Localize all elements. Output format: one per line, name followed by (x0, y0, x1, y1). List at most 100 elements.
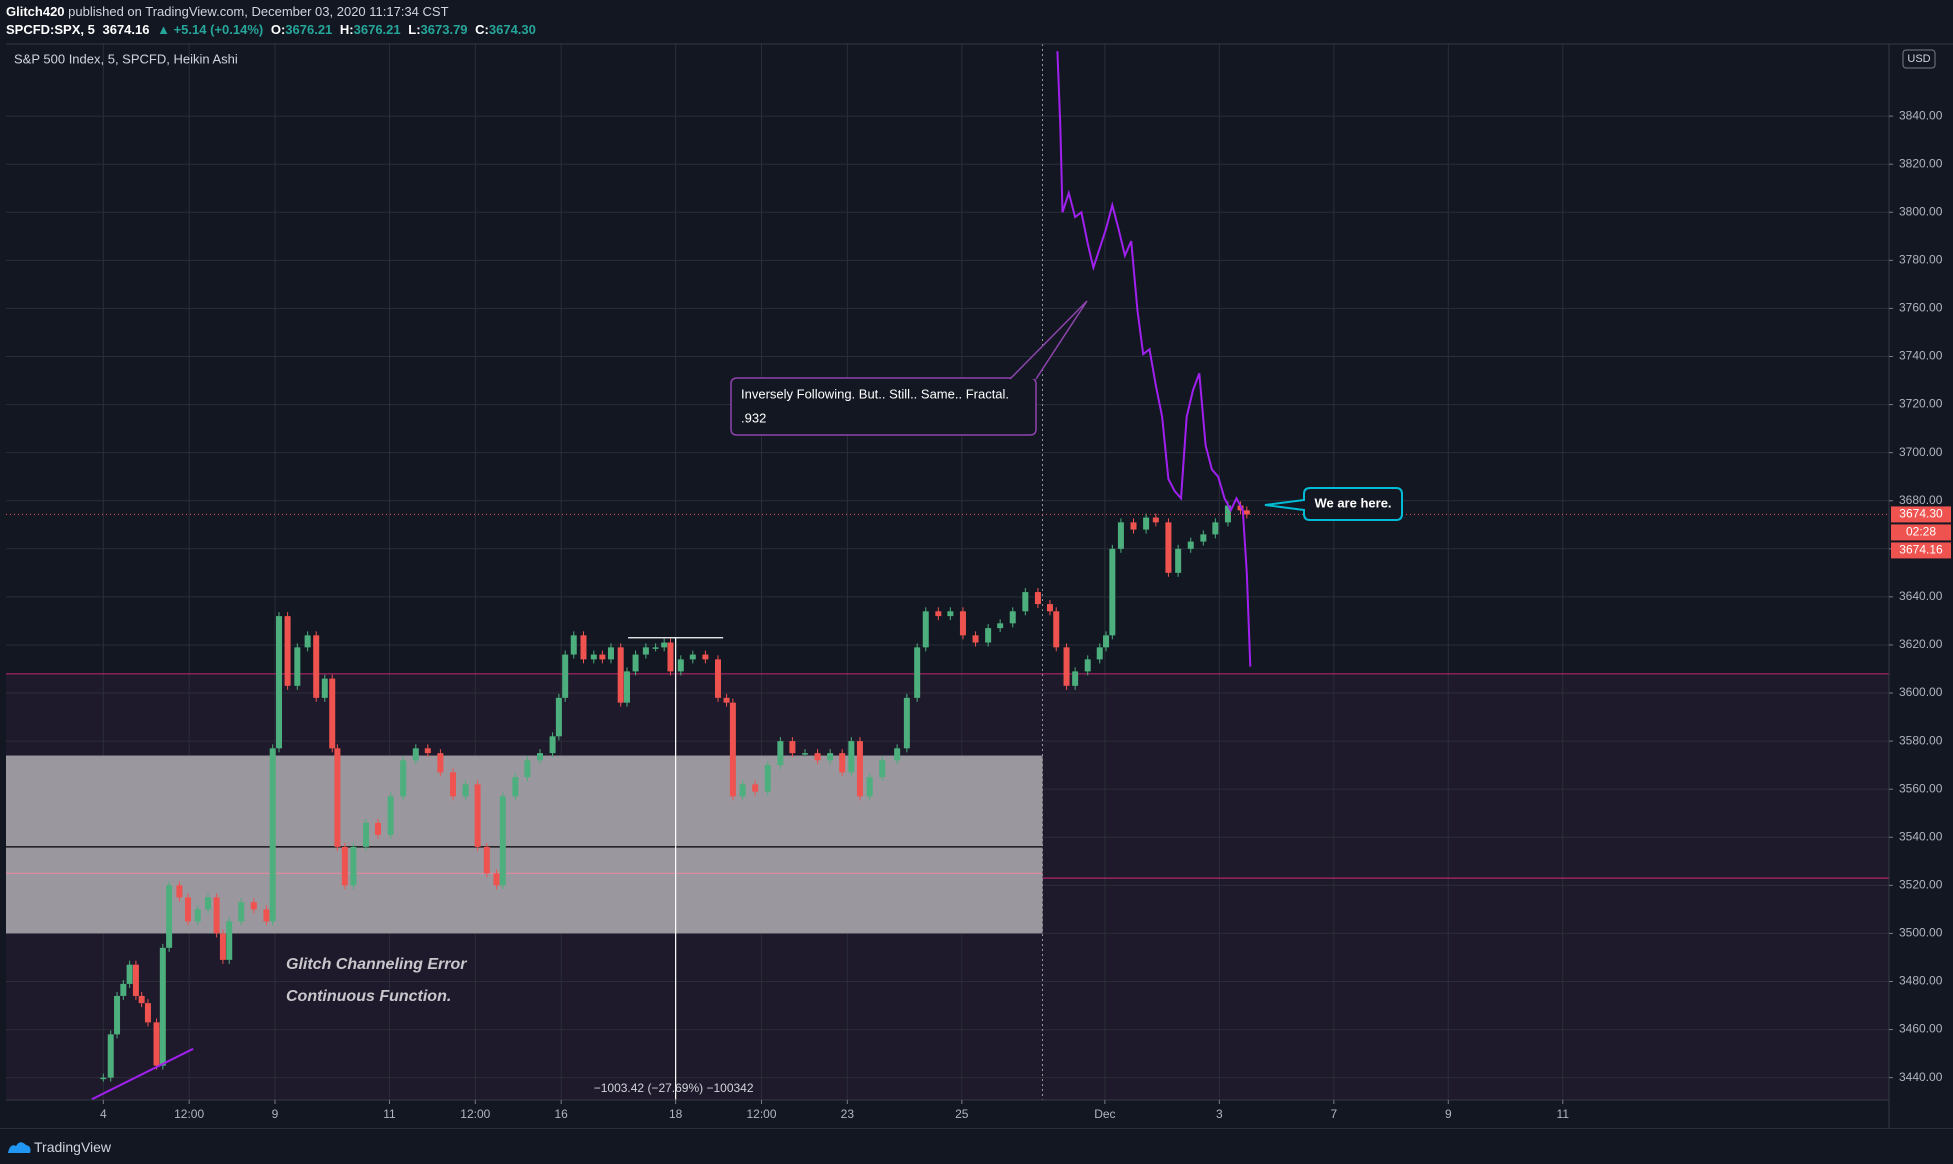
ohlc-value: 3676.21 (285, 22, 333, 37)
candle (474, 784, 481, 847)
ohlc-key: C: (475, 22, 489, 37)
candle (879, 760, 886, 778)
chart-title: S&P 500 Index, 5, SPCFD, Heikin Ashi (14, 51, 238, 66)
candle (714, 659, 721, 698)
price-label-box (1891, 524, 1951, 541)
candle (153, 1022, 160, 1066)
candle (856, 741, 863, 797)
candle (276, 616, 283, 749)
candle (1109, 548, 1116, 636)
candle (1143, 517, 1150, 530)
candle (1152, 517, 1159, 523)
candle (1096, 647, 1103, 660)
x-tick-label: 9 (1445, 1107, 1452, 1121)
candle (400, 760, 407, 797)
candle (599, 654, 606, 660)
y-tick-label: 3840.00 (1899, 108, 1943, 122)
callout-text: .932 (741, 410, 766, 425)
candle (947, 611, 954, 617)
candle (166, 885, 173, 948)
ohlc-value: 3673.79 (420, 22, 468, 37)
candle (661, 642, 668, 648)
ohlc-key: L: (408, 22, 421, 37)
candle (1224, 505, 1231, 523)
x-tick-label: 23 (841, 1107, 855, 1121)
candle (263, 909, 270, 922)
x-tick-label: 12:00 (460, 1107, 490, 1121)
candle (107, 1034, 114, 1078)
candle (1175, 548, 1182, 573)
candle (493, 873, 500, 886)
candle (294, 647, 301, 686)
header-line-2: SPCFD:SPX, 5 3674.16 ▲ +5.14 (+0.14%) O:… (6, 22, 540, 37)
currency-box (1902, 49, 1936, 69)
candle (375, 822, 382, 835)
y-tick-label: 3600.00 (1899, 685, 1943, 699)
candle (219, 933, 226, 960)
callout-box (730, 377, 1037, 436)
candle (269, 748, 276, 922)
logo[interactable] (6, 1139, 32, 1155)
overlay-line (1056, 51, 1252, 667)
candle (1046, 604, 1053, 612)
candle (827, 753, 834, 761)
y-tick-label: 3640.00 (1899, 589, 1943, 603)
candle (623, 671, 630, 703)
candle (238, 902, 245, 922)
ohlc-key: O: (270, 22, 286, 37)
y-tick-label: 3720.00 (1899, 397, 1943, 411)
candle (1022, 592, 1029, 612)
ohlc-value: 3674.30 (488, 22, 536, 37)
candle (652, 647, 659, 649)
candle (483, 846, 490, 874)
annotation: Glitch Channeling Error (286, 956, 467, 973)
change: ▲ +5.14 (+0.14%) (157, 22, 264, 37)
header-line-1: Glitch420 published on TradingView.com, … (6, 4, 453, 19)
y-tick-label: 3500.00 (1899, 926, 1943, 940)
x-tick-label: 11 (383, 1107, 396, 1121)
candle (549, 736, 556, 754)
ohlc-open: O:3676.21 (271, 22, 332, 37)
x-tick-label: 4 (100, 1107, 107, 1121)
candle (100, 1077, 107, 1080)
candle (777, 741, 784, 766)
candle (449, 772, 456, 797)
callout-pointer (1009, 300, 1088, 380)
candle (570, 635, 577, 655)
candle (972, 635, 979, 643)
candle (739, 784, 746, 797)
candle (132, 964, 139, 996)
last-price: 3674.16 (102, 22, 150, 37)
candle (848, 741, 855, 773)
candle (1200, 534, 1207, 542)
candle (363, 822, 370, 847)
candle (562, 654, 569, 698)
brand[interactable]: TradingView (34, 1139, 112, 1155)
x-tick-label: 7 (1330, 1107, 1337, 1121)
candle (642, 647, 649, 655)
y-tick-label: 3800.00 (1899, 204, 1943, 218)
candle (1063, 647, 1070, 686)
candle (194, 909, 201, 922)
publisher[interactable]: Glitch420 (6, 4, 65, 19)
candle (903, 697, 910, 749)
candle (1103, 635, 1110, 648)
candle (462, 784, 469, 797)
candle (985, 628, 992, 643)
candle (1117, 522, 1124, 549)
y-tick-label: 3820.00 (1899, 156, 1943, 170)
candle (677, 659, 684, 672)
candle (1165, 522, 1172, 573)
footer: TradingView (0, 1128, 1953, 1164)
y-tick-label: 3780.00 (1899, 253, 1943, 267)
candle (387, 796, 394, 835)
candle (424, 748, 431, 754)
candle (412, 748, 419, 761)
y-tick-label: 3460.00 (1899, 1022, 1943, 1036)
trendline (91, 1047, 194, 1100)
symbol[interactable]: SPCFD:SPX, 5 (6, 22, 95, 37)
candle (580, 635, 587, 660)
candle (935, 611, 942, 617)
candle (1009, 611, 1016, 624)
price-label: 3674.16 (1899, 543, 1943, 557)
